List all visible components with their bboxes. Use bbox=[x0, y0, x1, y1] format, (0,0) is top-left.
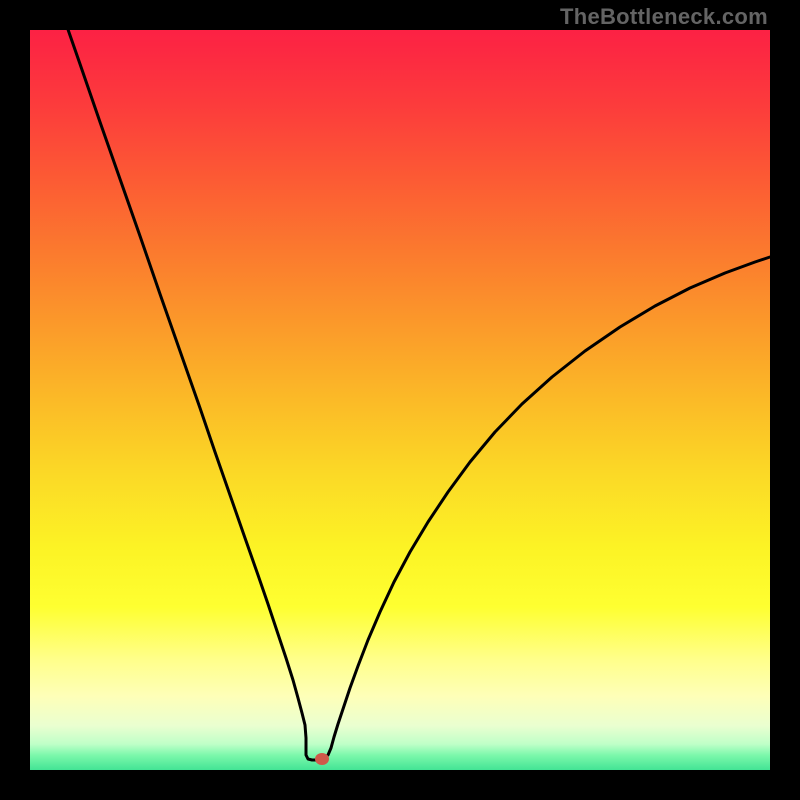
chart-container: TheBottleneck.com bbox=[0, 0, 800, 800]
watermark-text: TheBottleneck.com bbox=[560, 4, 768, 30]
minimum-marker bbox=[315, 753, 329, 765]
plot-area bbox=[30, 30, 770, 770]
